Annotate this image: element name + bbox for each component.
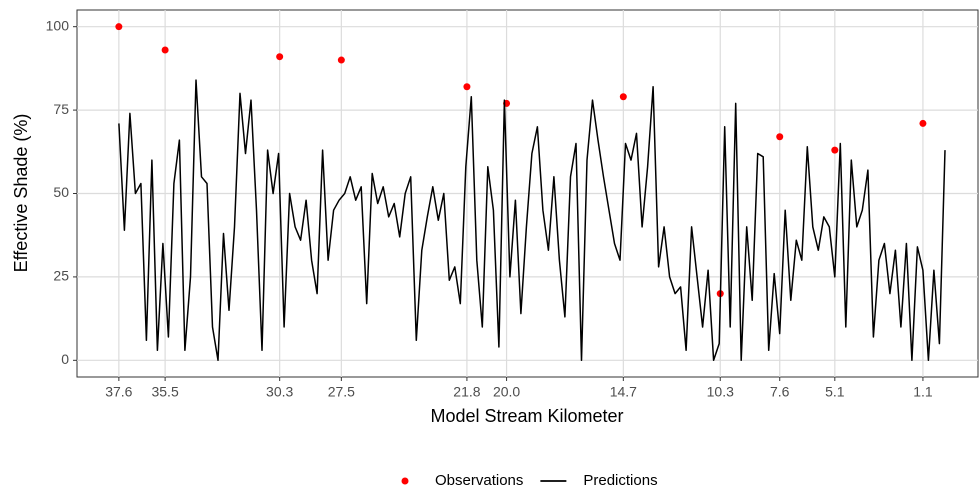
y-tick-label: 50 bbox=[53, 184, 69, 200]
x-axis-title: Model Stream Kilometer bbox=[430, 406, 623, 426]
x-tick-label: 35.5 bbox=[151, 384, 178, 400]
y-tick-label: 100 bbox=[46, 17, 70, 33]
observation-point bbox=[463, 83, 471, 91]
y-tick-label: 25 bbox=[53, 268, 69, 284]
observation-point bbox=[776, 133, 784, 141]
x-tick-label: 14.7 bbox=[610, 384, 637, 400]
observation-point bbox=[831, 146, 839, 154]
y-tick-label: 75 bbox=[53, 101, 69, 117]
observation-point bbox=[276, 53, 284, 61]
observation-point bbox=[161, 46, 169, 54]
observation-point bbox=[619, 93, 627, 101]
observation-point bbox=[919, 119, 927, 127]
x-tick-label: 1.1 bbox=[913, 384, 933, 400]
prediction-line bbox=[118, 79, 946, 362]
y-tick-label: 0 bbox=[61, 351, 69, 367]
x-tick-label: 21.8 bbox=[453, 384, 480, 400]
x-tick-label: 20.0 bbox=[493, 384, 520, 400]
x-tick-label: 37.6 bbox=[105, 384, 132, 400]
x-tick-label: 10.3 bbox=[707, 384, 734, 400]
observation-point bbox=[115, 23, 123, 31]
x-tick-label: 7.6 bbox=[770, 384, 790, 400]
x-tick-label: 5.1 bbox=[825, 384, 845, 400]
legend-label: Observations bbox=[435, 472, 523, 489]
x-tick-label: 30.3 bbox=[266, 384, 293, 400]
observation-point bbox=[337, 56, 345, 64]
legend-key bbox=[401, 477, 409, 485]
x-tick-label: 27.5 bbox=[328, 384, 355, 400]
y-axis-title: Effective Shade (%) bbox=[11, 114, 31, 273]
legend-label: Predictions bbox=[583, 472, 657, 489]
